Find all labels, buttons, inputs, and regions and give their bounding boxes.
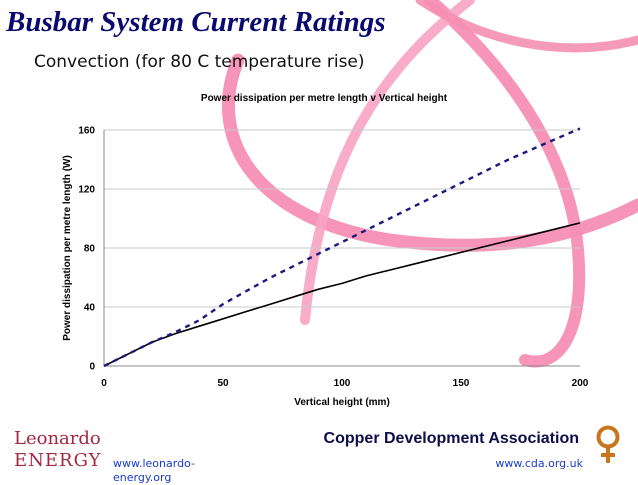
chart-title: Power dissipation per metre length v Ver… xyxy=(201,93,448,104)
x-tick-labels: 0 50 100 150 200 xyxy=(101,378,589,389)
swirl-ribbon-top xyxy=(415,0,638,53)
x-tick-label: 50 xyxy=(217,378,229,389)
y-tick-label: 0 xyxy=(89,362,95,373)
x-tick-label: 100 xyxy=(334,378,351,389)
brand-energy: ENERGY xyxy=(14,450,102,471)
swirl-ribbon-right xyxy=(424,0,586,368)
slide-subtitle: Convection (for 80 C temperature rise) xyxy=(34,52,365,72)
x-tick-label: 150 xyxy=(453,378,470,389)
copper-venus-icon xyxy=(596,425,620,463)
y-tick-label: 160 xyxy=(78,126,95,137)
y-axis-label: Power dissipation per metre length (W) xyxy=(62,155,73,341)
series-line-dashed xyxy=(103,127,581,368)
y-tick-label: 120 xyxy=(78,185,95,196)
chart-series xyxy=(103,127,581,368)
organization-name: Copper Development Association xyxy=(323,430,579,447)
y-tick-labels: 0 40 80 120 160 xyxy=(78,126,95,373)
slide-title: Busbar System Current Ratings xyxy=(6,6,386,38)
swirl-ribbon-left xyxy=(300,0,475,325)
cda-url-link[interactable]: www.cda.org.uk xyxy=(495,457,583,470)
swirl-ribbons xyxy=(222,0,638,368)
x-tick-label: 200 xyxy=(572,378,589,389)
x-axis-label: Vertical height (mm) xyxy=(294,397,390,408)
y-tick-label: 40 xyxy=(84,303,96,314)
leonardo-url-link[interactable]: www.leonardo-energy.org xyxy=(113,457,195,484)
x-tick-label: 0 xyxy=(101,378,107,389)
y-tick-label: 80 xyxy=(84,244,96,255)
gridlines xyxy=(104,129,580,308)
series-line-solid xyxy=(103,222,581,367)
brand-leonardo: Leonardo xyxy=(14,428,101,449)
swirl-ribbon-outer xyxy=(222,53,638,252)
